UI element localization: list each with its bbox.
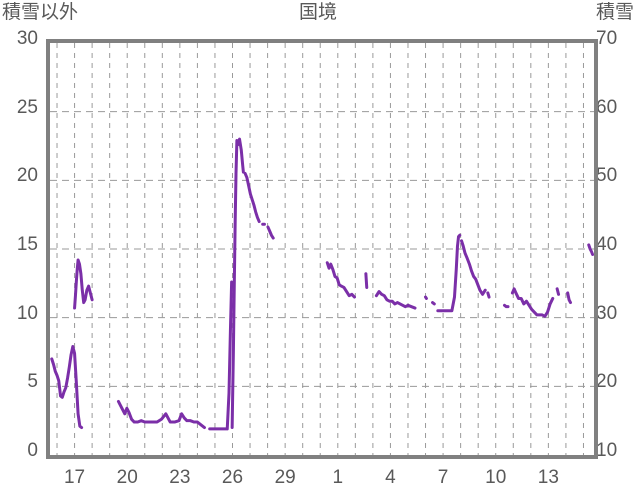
- left-axis-title: 積雪以外: [2, 2, 79, 23]
- left-tick-30: 30: [16, 28, 38, 49]
- series-segment: [266, 225, 275, 240]
- series-segment: [566, 291, 572, 305]
- right-axis-tick-labels: 10 20 30 40 50 60 70: [596, 0, 636, 501]
- series-segment: [431, 301, 436, 306]
- series-segment: [116, 399, 206, 430]
- series-segment: [364, 272, 369, 289]
- data-series-line: [50, 137, 594, 431]
- right-tick-60: 60: [596, 96, 618, 118]
- horizontal-gridlines: [50, 111, 594, 387]
- series-segment: [460, 239, 487, 296]
- right-axis-title: 積雪: [595, 2, 634, 23]
- left-tick-5: 5: [27, 371, 38, 393]
- left-axis-tick-labels: 30 25 20 15 10 5 0: [0, 0, 38, 501]
- series-segment: [50, 345, 84, 430]
- series-segment: [486, 291, 491, 299]
- x-tick-13: 13: [537, 467, 559, 488]
- x-tick-1: 1: [332, 467, 344, 488]
- series-segment: [424, 295, 428, 300]
- right-tick-50: 50: [596, 165, 618, 187]
- series-segment: [73, 258, 94, 310]
- right-tick-30: 30: [596, 302, 618, 324]
- right-tick-10: 10: [596, 440, 618, 461]
- series-segment: [503, 303, 510, 309]
- x-tick-20: 20: [116, 467, 138, 488]
- left-tick-0: 0: [27, 440, 38, 461]
- x-tick-4: 4: [385, 467, 396, 488]
- series-segment: [587, 243, 594, 256]
- series-segment: [436, 233, 462, 313]
- x-tick-29: 29: [274, 467, 296, 488]
- series-segment: [208, 280, 234, 431]
- left-tick-15: 15: [16, 234, 38, 255]
- chart-title: 国境: [298, 2, 337, 23]
- right-tick-20: 20: [596, 371, 618, 393]
- x-tick-23: 23: [169, 467, 191, 488]
- left-tick-10: 10: [16, 302, 38, 324]
- x-tick-7: 7: [437, 467, 449, 488]
- right-tick-70: 70: [596, 28, 618, 49]
- x-axis-tick-labels: 17 20 23 26 29 1 4 7 10 13: [0, 463, 636, 501]
- series-segment: [325, 261, 356, 299]
- plot-svg: [50, 43, 594, 455]
- series-segment: [243, 171, 261, 224]
- x-tick-26: 26: [221, 467, 244, 488]
- x-tick-17: 17: [63, 467, 86, 488]
- series-segment: [374, 290, 417, 310]
- series-segment: [510, 287, 555, 318]
- left-tick-20: 20: [16, 165, 38, 187]
- plot-area: [46, 39, 598, 459]
- series-segment: [555, 287, 561, 296]
- left-tick-25: 25: [16, 96, 38, 118]
- x-tick-10: 10: [485, 467, 507, 488]
- series-segment: [230, 137, 245, 430]
- right-tick-40: 40: [596, 234, 618, 255]
